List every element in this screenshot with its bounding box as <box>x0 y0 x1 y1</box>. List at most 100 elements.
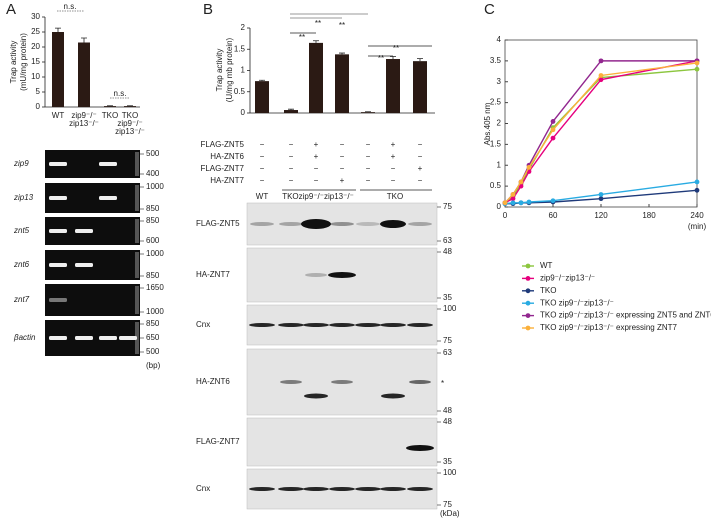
size-marker: 850 <box>146 319 160 328</box>
table-sign: − <box>418 152 423 161</box>
blot-row-label: FLAG-ZNT7 <box>196 437 240 446</box>
gel-band <box>49 336 67 340</box>
series-line <box>504 60 697 204</box>
table-sign: + <box>314 140 319 149</box>
x-tick-label: zip9⁻/⁻ zip13⁻/⁻ <box>69 111 99 128</box>
y-axis-label: (U/mg mb protein) <box>225 37 234 102</box>
table-row-label: FLAG-ZNT5 <box>200 140 244 149</box>
y-axis-label: (mU/mg protein) <box>19 33 28 91</box>
blot-row-label: FLAG-ZNT5 <box>196 219 240 228</box>
plot-frame <box>504 39 698 208</box>
data-point <box>598 192 604 197</box>
data-point <box>598 73 604 78</box>
unit-label: (bp) <box>146 361 161 370</box>
y-tick-label: 0 <box>241 108 246 117</box>
size-marker: 75 <box>443 202 452 211</box>
data-point <box>526 164 532 170</box>
legend-label: zip9⁻/⁻zip13⁻/⁻ <box>540 274 595 283</box>
x-tick-label: 240 <box>690 211 704 220</box>
gel-ladder <box>135 219 139 243</box>
blot-band <box>303 487 329 491</box>
size-marker: 75 <box>443 500 452 509</box>
blot-band <box>278 323 304 327</box>
unit-label: (kDa) <box>440 509 460 518</box>
y-tick-label: 3 <box>497 77 502 86</box>
error-bar <box>313 40 319 43</box>
error-bar <box>417 58 423 62</box>
blot-band <box>407 487 433 491</box>
gel-row-label: βactin <box>13 333 36 342</box>
size-marker: 75 <box>443 336 452 345</box>
y-axis-label: Trap activity <box>215 49 224 92</box>
size-marker: 850 <box>146 216 160 225</box>
data-point <box>510 192 516 197</box>
table-sign: + <box>314 152 319 161</box>
blot-row-label: Cnx <box>196 484 210 493</box>
y-tick-label: 20 <box>31 42 40 51</box>
blot-band <box>301 219 331 229</box>
table-sign: − <box>418 140 423 149</box>
series-line <box>504 68 698 204</box>
annotation: ** <box>393 44 399 53</box>
data-point <box>518 200 524 206</box>
table-row-label: HA-ZNT6 <box>210 152 244 161</box>
y-tick-label: 0 <box>497 202 502 211</box>
bar <box>309 42 323 113</box>
table-sign: − <box>366 152 371 161</box>
table-sign: − <box>366 164 371 173</box>
data-point <box>510 196 516 202</box>
panel-label: B <box>203 1 213 18</box>
data-point <box>518 179 524 185</box>
gel-band <box>99 336 117 340</box>
y-tick-label: 15 <box>31 57 40 66</box>
blot-band <box>249 323 275 327</box>
size-marker: 48 <box>443 406 452 415</box>
data-point <box>550 198 556 204</box>
y-tick-label: 1 <box>241 66 246 75</box>
size-marker: 63 <box>443 348 452 357</box>
panel-label: C <box>484 1 495 18</box>
size-marker: 100 <box>443 304 457 313</box>
table-sign: + <box>391 140 396 149</box>
bar <box>284 110 298 113</box>
gel-ladder <box>135 286 139 314</box>
y-axis-label: Abs.405 nm <box>483 102 492 145</box>
gel-band <box>75 229 93 233</box>
blot-band <box>356 222 380 226</box>
blot-band <box>329 323 355 327</box>
asterisk: * <box>441 379 444 388</box>
table-sign: − <box>340 140 345 149</box>
y-axis-label: Trap activity <box>9 41 18 84</box>
y-tick-label: 0 <box>36 102 41 111</box>
size-marker: 1000 <box>146 182 164 191</box>
bar <box>361 112 375 113</box>
gel-row-label: znt6 <box>13 260 30 269</box>
table-sign: − <box>289 152 294 161</box>
y-tick-label: 25 <box>31 27 40 36</box>
bar <box>78 42 90 107</box>
legend-swatch <box>525 276 531 281</box>
data-point <box>510 200 516 206</box>
y-tick-label: 2 <box>241 23 246 32</box>
blot-row-label: HA-ZNT6 <box>196 377 230 386</box>
blot-band <box>355 487 381 491</box>
blot-band <box>380 487 406 491</box>
data-point <box>694 179 700 185</box>
x-tick-label: 120 <box>594 211 608 220</box>
x-tick-label: TKO <box>102 111 118 120</box>
series-line <box>504 60 698 204</box>
error-bar <box>259 79 265 82</box>
gel-band <box>75 263 93 267</box>
blot-band <box>408 222 432 226</box>
gel-band <box>49 196 67 200</box>
annotation: ** <box>378 54 384 63</box>
y-tick-label: 1 <box>497 160 502 169</box>
y-tick-label: 5 <box>36 87 41 96</box>
panel-label: A <box>6 1 16 18</box>
error-bar <box>81 37 87 43</box>
blot-band <box>304 393 328 399</box>
data-point <box>694 187 700 193</box>
legend-label: TKO zip9⁻/⁻zip13⁻/⁻ expressing ZNT5 and … <box>540 311 711 320</box>
blot-band <box>380 323 406 327</box>
table-sign: − <box>289 164 294 173</box>
